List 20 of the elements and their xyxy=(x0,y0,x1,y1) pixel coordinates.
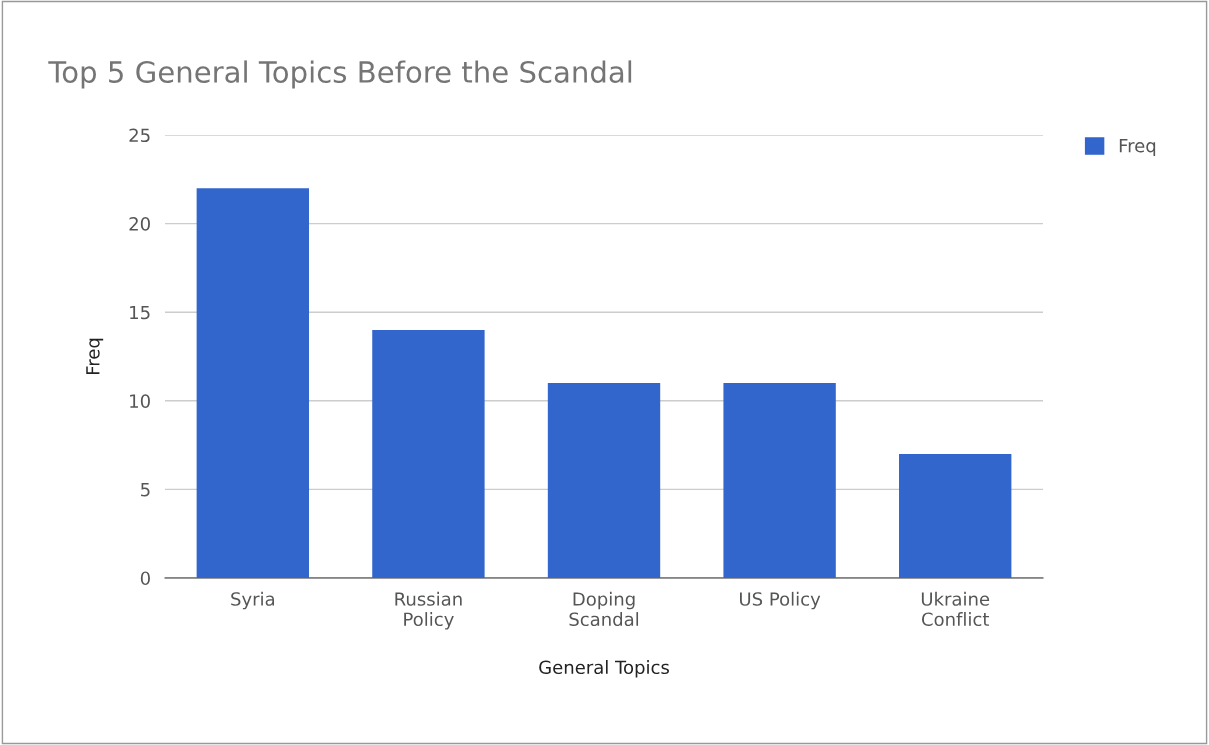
legend-label: Freq xyxy=(1119,139,1156,156)
x-tick-label: Russian Policy xyxy=(395,591,462,630)
bar xyxy=(196,188,310,578)
x-tick-label: Doping Scandal xyxy=(569,591,639,627)
y-tick-label: 10 xyxy=(130,394,150,408)
bar xyxy=(899,453,1012,578)
bar xyxy=(547,383,661,578)
bar xyxy=(723,383,836,578)
y-tick-label: 0 xyxy=(140,571,150,586)
x-tick-label: US Policy xyxy=(740,591,821,610)
x-tick-label: Ukraine Conflict xyxy=(921,591,990,627)
chart-title: Top 5 General Topics Before the Scandal xyxy=(48,60,632,89)
x-axis-title: General Topics xyxy=(539,660,669,678)
y-tick-label: 5 xyxy=(141,483,150,497)
x-tick-label: Syria xyxy=(231,591,275,610)
bar xyxy=(372,329,485,578)
y-tick-label: 25 xyxy=(129,128,150,143)
y-tick-label: 20 xyxy=(129,217,150,231)
y-tick-label: 15 xyxy=(130,305,150,320)
y-axis-title: Freq xyxy=(86,338,104,375)
